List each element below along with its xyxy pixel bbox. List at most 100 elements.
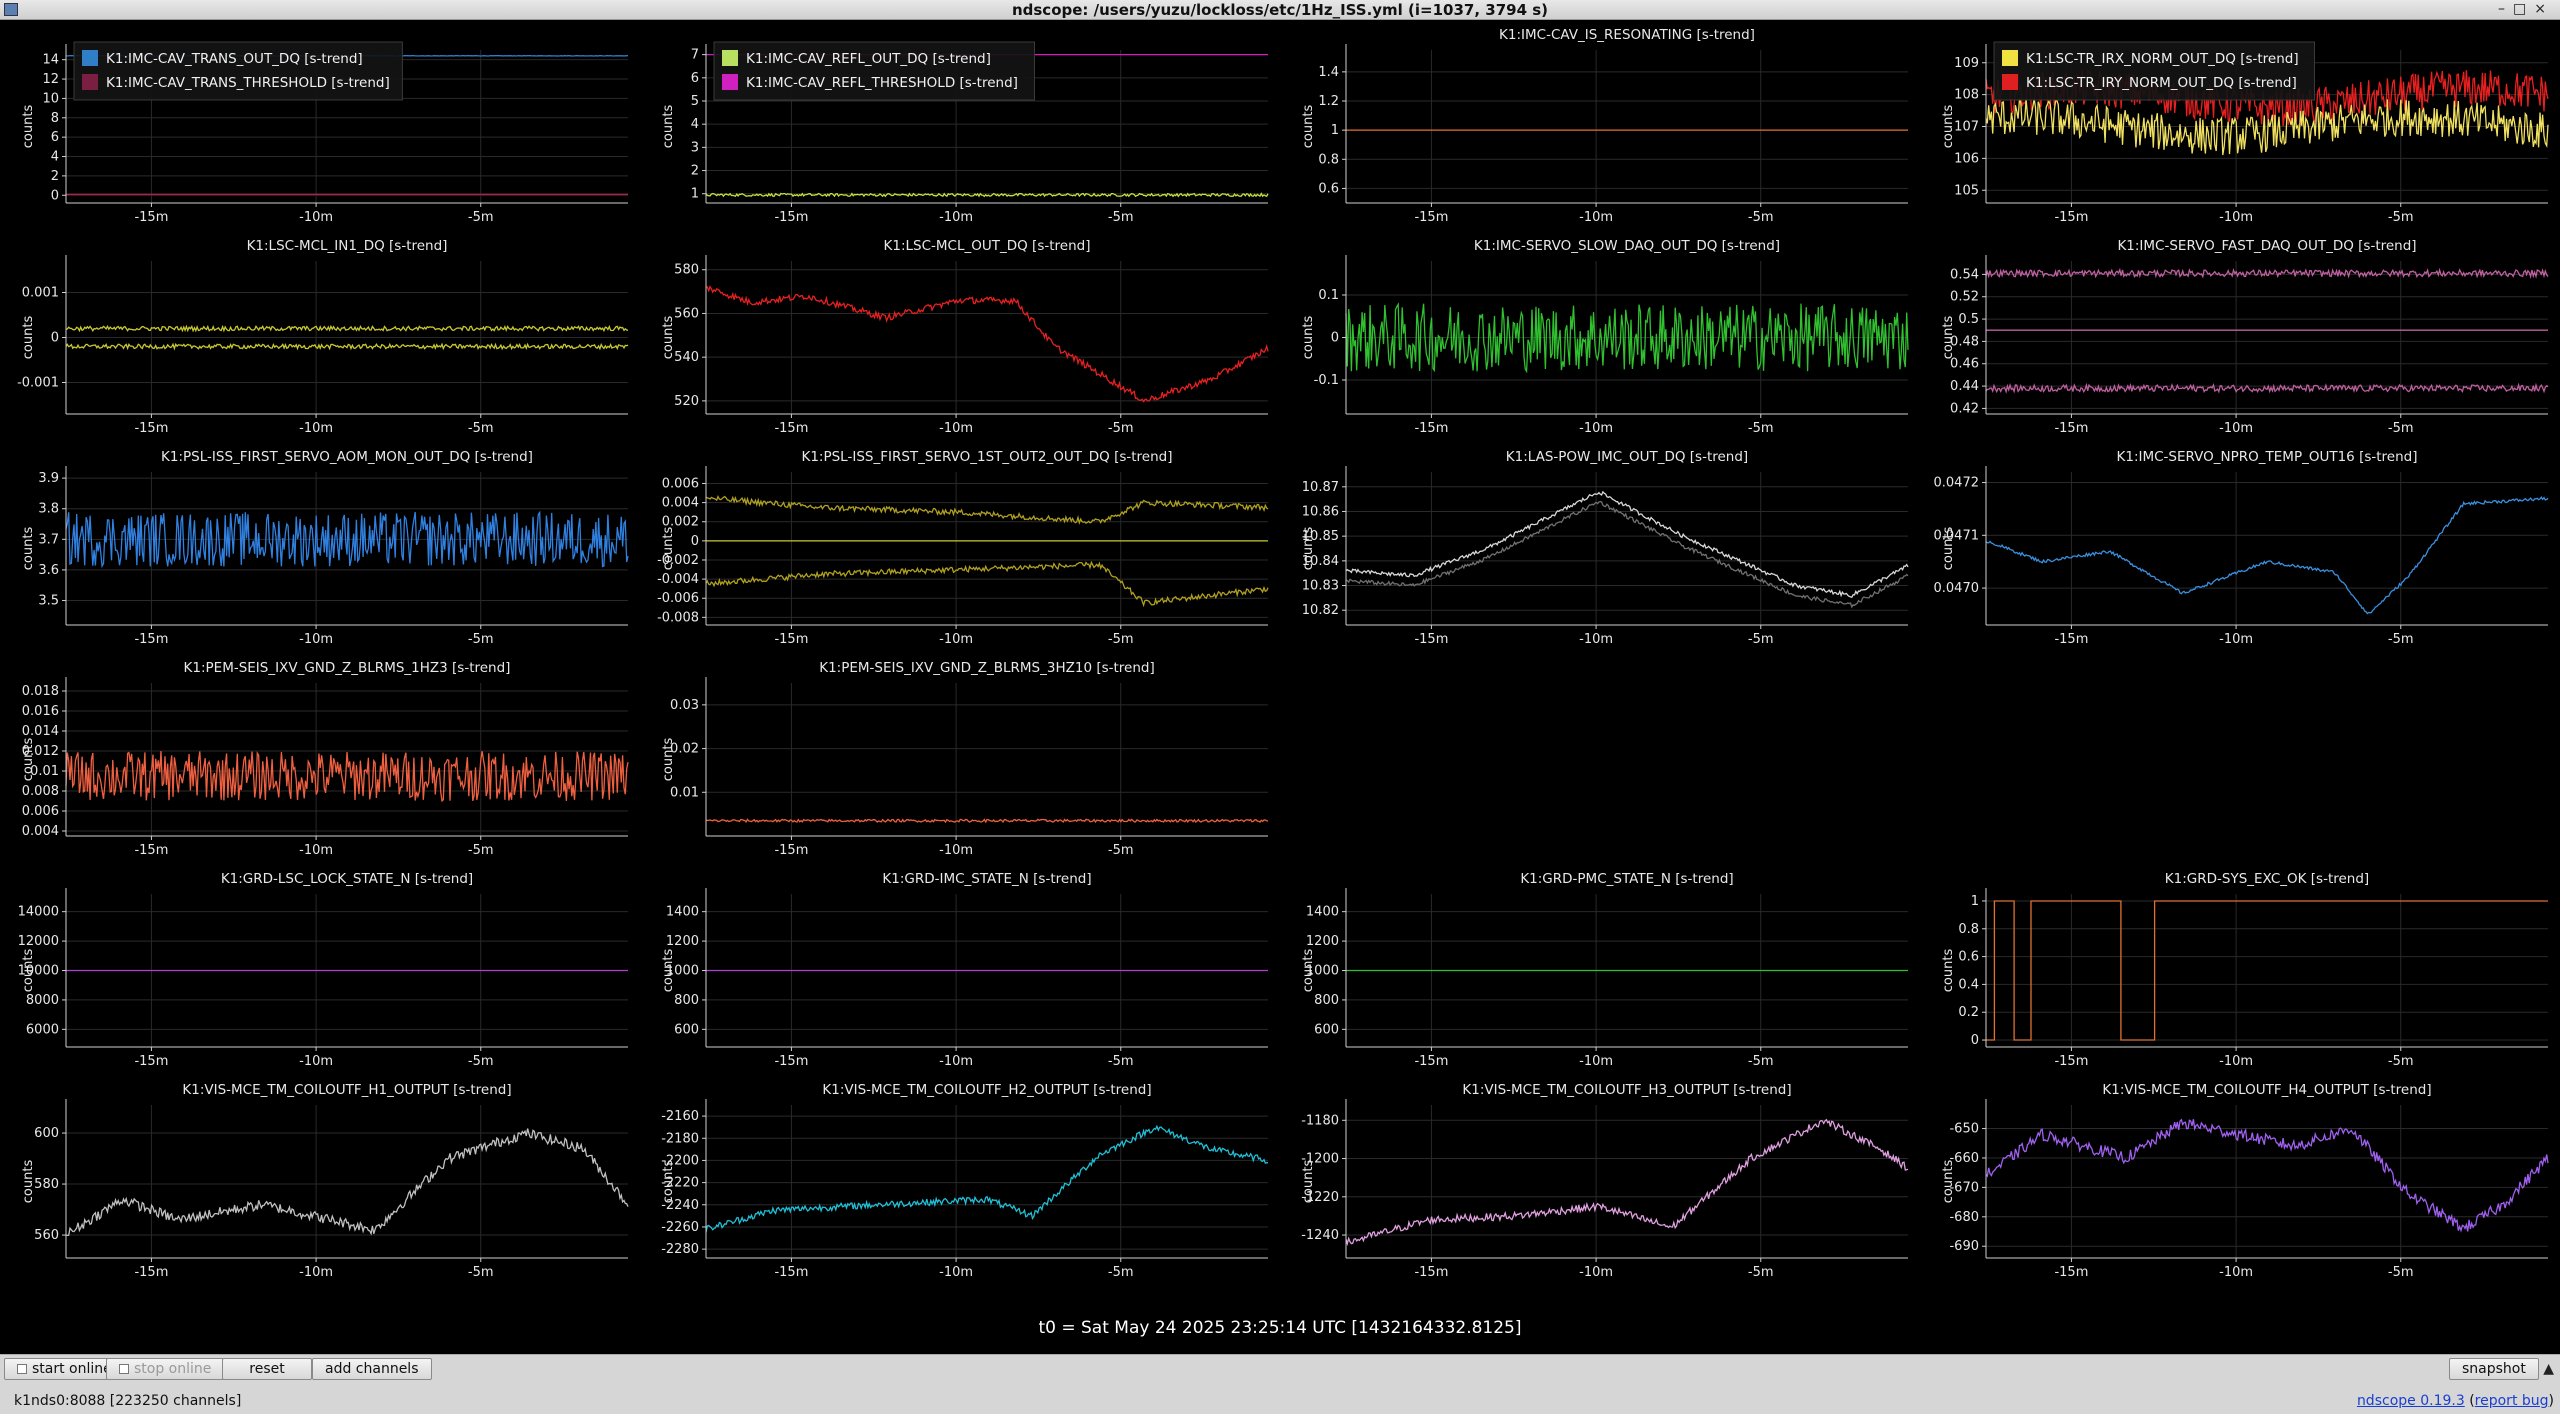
plot-1[interactable]: 0 2 4 6 8 10 12 14 -15m -10m -5m counts K1:IMC-CAV_T… bbox=[21, 41, 628, 225]
x-tick-label: -15m bbox=[2054, 210, 2088, 225]
legend-label: K1:LSC-TR_IRX_NORM_OUT_DQ [s-trend] bbox=[2026, 51, 2299, 67]
y-tick-label: -2220 bbox=[661, 1176, 699, 1191]
y-tick-label: -690 bbox=[1949, 1239, 1979, 1254]
version-link[interactable]: 0.19.3 bbox=[2420, 1393, 2465, 1409]
app-icon[interactable] bbox=[4, 3, 18, 16]
minimize-icon[interactable]: – bbox=[2498, 1, 2514, 17]
plot-21[interactable]: K1:VIS-MCE_TM_COILOUTF_H3_OUTPUT [s-tren… bbox=[1301, 1082, 1909, 1280]
y-tick-label: 0.018 bbox=[22, 684, 59, 699]
legend-swatch bbox=[82, 74, 98, 90]
y-tick-label: 600 bbox=[1314, 1022, 1339, 1037]
plot-20[interactable]: K1:VIS-MCE_TM_COILOUTF_H2_OUTPUT [s-tren… bbox=[661, 1082, 1269, 1280]
plot-5[interactable]: K1:LSC-MCL_IN1_DQ [s-trend] -0.001 0 0.001 -… bbox=[17, 238, 629, 436]
y-tick-label: -1200 bbox=[1301, 1152, 1339, 1167]
x-tick-label: -15m bbox=[774, 632, 808, 647]
legend-box[interactable] bbox=[713, 41, 1035, 101]
plot-11[interactable]: K1:LAS-POW_IMC_OUT_DQ [s-trend] 10.82 10.8… bbox=[1301, 449, 1909, 647]
x-tick-label: -5m bbox=[468, 632, 494, 647]
y-tick-label: 540 bbox=[674, 350, 699, 365]
start-online-button[interactable]: start online bbox=[4, 1358, 125, 1380]
y-tick-label: 10.85 bbox=[1302, 529, 1339, 544]
expand-up-icon[interactable]: ▲ bbox=[2543, 1361, 2554, 1377]
bottom-toolbar: start online stop online reset add chann… bbox=[0, 1354, 2560, 1414]
plot-7[interactable]: K1:IMC-SERVO_SLOW_DAQ_OUT_DQ [s-trend] -0… bbox=[1301, 238, 1909, 436]
y-axis-label: counts bbox=[1301, 105, 1316, 149]
plot-6[interactable]: K1:LSC-MCL_OUT_DQ [s-trend] 520 540 560 580 -… bbox=[661, 238, 1269, 436]
y-tick-label: 0.54 bbox=[1950, 267, 1979, 282]
y-tick-label: 0 bbox=[691, 534, 699, 549]
window-titlebar[interactable]: ndscope: /users/yuzu/lockloss/etc/1Hz_IS… bbox=[0, 0, 2560, 20]
plot-17[interactable]: K1:GRD-PMC_STATE_N [s-trend] 600 800 1000 12… bbox=[1301, 871, 1908, 1069]
y-tick-label: -680 bbox=[1949, 1210, 1979, 1225]
plot-22[interactable]: K1:VIS-MCE_TM_COILOUTF_H4_OUTPUT [s-tren… bbox=[1941, 1082, 2549, 1280]
window-controls[interactable]: –□× bbox=[2498, 1, 2554, 17]
series-line bbox=[705, 1124, 1269, 1233]
y-tick-label: 0.2 bbox=[1958, 1005, 1979, 1020]
y-axis-label: counts bbox=[1301, 527, 1316, 571]
plot-19[interactable]: K1:VIS-MCE_TM_COILOUTF_H1_OUTPUT [s-tren… bbox=[21, 1082, 629, 1280]
plot-title: K1:LAS-POW_IMC_OUT_DQ [s-trend] bbox=[1506, 449, 1748, 465]
snapshot-button[interactable]: snapshot bbox=[2449, 1358, 2539, 1380]
plot-4[interactable]: 105 106 107 108 109 -15m -10m -5m counts K1:LSC-T… bbox=[1941, 41, 2549, 225]
reset-button[interactable]: reset bbox=[222, 1358, 312, 1380]
close-icon[interactable]: × bbox=[2534, 1, 2554, 17]
y-tick-label: 1 bbox=[1331, 123, 1339, 138]
x-tick-label: -5m bbox=[1748, 632, 1774, 647]
y-tick-label: 0.44 bbox=[1950, 379, 1979, 394]
legend-box[interactable] bbox=[1993, 41, 2315, 101]
stop-online-button[interactable]: stop online bbox=[106, 1358, 225, 1380]
plot-15[interactable]: K1:GRD-LSC_LOCK_STATE_N [s-trend] 6000 800… bbox=[18, 871, 628, 1069]
y-tick-label: 1400 bbox=[1306, 905, 1339, 920]
y-tick-label: 1400 bbox=[666, 905, 699, 920]
add-channels-button[interactable]: add channels bbox=[312, 1358, 432, 1380]
plot-12[interactable]: K1:IMC-SERVO_NPRO_TEMP_OUT16 [s-trend] 0.… bbox=[1934, 449, 2549, 647]
plot-9[interactable]: K1:PSL-ISS_FIRST_SERVO_AOM_MON_OUT_DQ [s… bbox=[21, 449, 629, 647]
y-tick-label: 3.6 bbox=[38, 563, 59, 578]
x-tick-label: -10m bbox=[1579, 1265, 1613, 1280]
plot-2[interactable]: 1 2 3 4 5 6 7 -15m -10m -5m counts K1:IMC-CAV_REFL_… bbox=[661, 41, 1269, 225]
y-tick-label: 0.4 bbox=[1958, 977, 1979, 992]
y-tick-label: 0.012 bbox=[22, 744, 59, 759]
y-tick-label: 1000 bbox=[666, 964, 699, 979]
x-tick-label: -5m bbox=[2388, 210, 2414, 225]
y-tick-label: 0.004 bbox=[662, 496, 699, 511]
x-tick-label: -5m bbox=[468, 1265, 494, 1280]
y-tick-label: -0.006 bbox=[657, 591, 699, 606]
x-tick-label: -5m bbox=[1748, 1054, 1774, 1069]
plot-10[interactable]: K1:PSL-ISS_FIRST_SERVO_1ST_OUT2_OUT_DQ [… bbox=[657, 449, 1269, 647]
plot-13[interactable]: K1:PEM-SEIS_IXV_GND_Z_BLRMS_1HZ3 [s-tren… bbox=[21, 660, 629, 858]
plot-title: K1:VIS-MCE_TM_COILOUTF_H1_OUTPUT [s-tren… bbox=[182, 1082, 511, 1098]
y-tick-label: -2260 bbox=[661, 1220, 699, 1235]
x-tick-label: -5m bbox=[1108, 843, 1134, 858]
y-tick-label: 580 bbox=[674, 263, 699, 278]
x-tick-label: -15m bbox=[1414, 1265, 1448, 1280]
series-line bbox=[65, 510, 629, 569]
series-line bbox=[1345, 500, 1909, 609]
plot-14[interactable]: K1:PEM-SEIS_IXV_GND_Z_BLRMS_3HZ10 [s-tre… bbox=[661, 660, 1269, 858]
y-tick-label: 0 bbox=[51, 188, 59, 203]
ndscope-link[interactable]: ndscope bbox=[2356, 1393, 2421, 1409]
y-tick-label: 3.8 bbox=[38, 502, 59, 517]
plot-18[interactable]: K1:GRD-SYS_EXC_OK [s-trend] 0 0.2 0.4 0.6 0.8… bbox=[1941, 871, 2548, 1069]
y-tick-label: 10.82 bbox=[1302, 603, 1339, 618]
y-axis-label: counts bbox=[1941, 105, 1956, 149]
y-tick-label: 1200 bbox=[1306, 934, 1339, 949]
maximize-icon[interactable]: □ bbox=[2513, 1, 2535, 17]
plot-title: K1:PSL-ISS_FIRST_SERVO_AOM_MON_OUT_DQ [s… bbox=[161, 449, 533, 465]
report-bug-link[interactable]: report bug bbox=[2474, 1393, 2549, 1409]
x-tick-label: -5m bbox=[2388, 1054, 2414, 1069]
y-tick-label: 520 bbox=[674, 394, 699, 409]
legend-box[interactable] bbox=[73, 41, 403, 101]
x-tick-label: -10m bbox=[2219, 1054, 2253, 1069]
plot-8[interactable]: K1:IMC-SERVO_FAST_DAQ_OUT_DQ [s-trend] 0.… bbox=[1941, 238, 2549, 436]
plot-3[interactable]: K1:IMC-CAV_IS_RESONATING [s-trend] 0.6 0.8… bbox=[1301, 27, 1908, 225]
legend-swatch bbox=[82, 50, 98, 66]
y-tick-label: 8 bbox=[51, 111, 59, 126]
x-tick-label: -10m bbox=[1579, 210, 1613, 225]
plot-16[interactable]: K1:GRD-IMC_STATE_N [s-trend] 600 800 1000 12… bbox=[661, 871, 1268, 1069]
y-tick-label: 800 bbox=[674, 993, 699, 1008]
x-tick-label: -10m bbox=[939, 1054, 973, 1069]
series-line bbox=[65, 342, 629, 351]
series-line bbox=[65, 1128, 629, 1237]
